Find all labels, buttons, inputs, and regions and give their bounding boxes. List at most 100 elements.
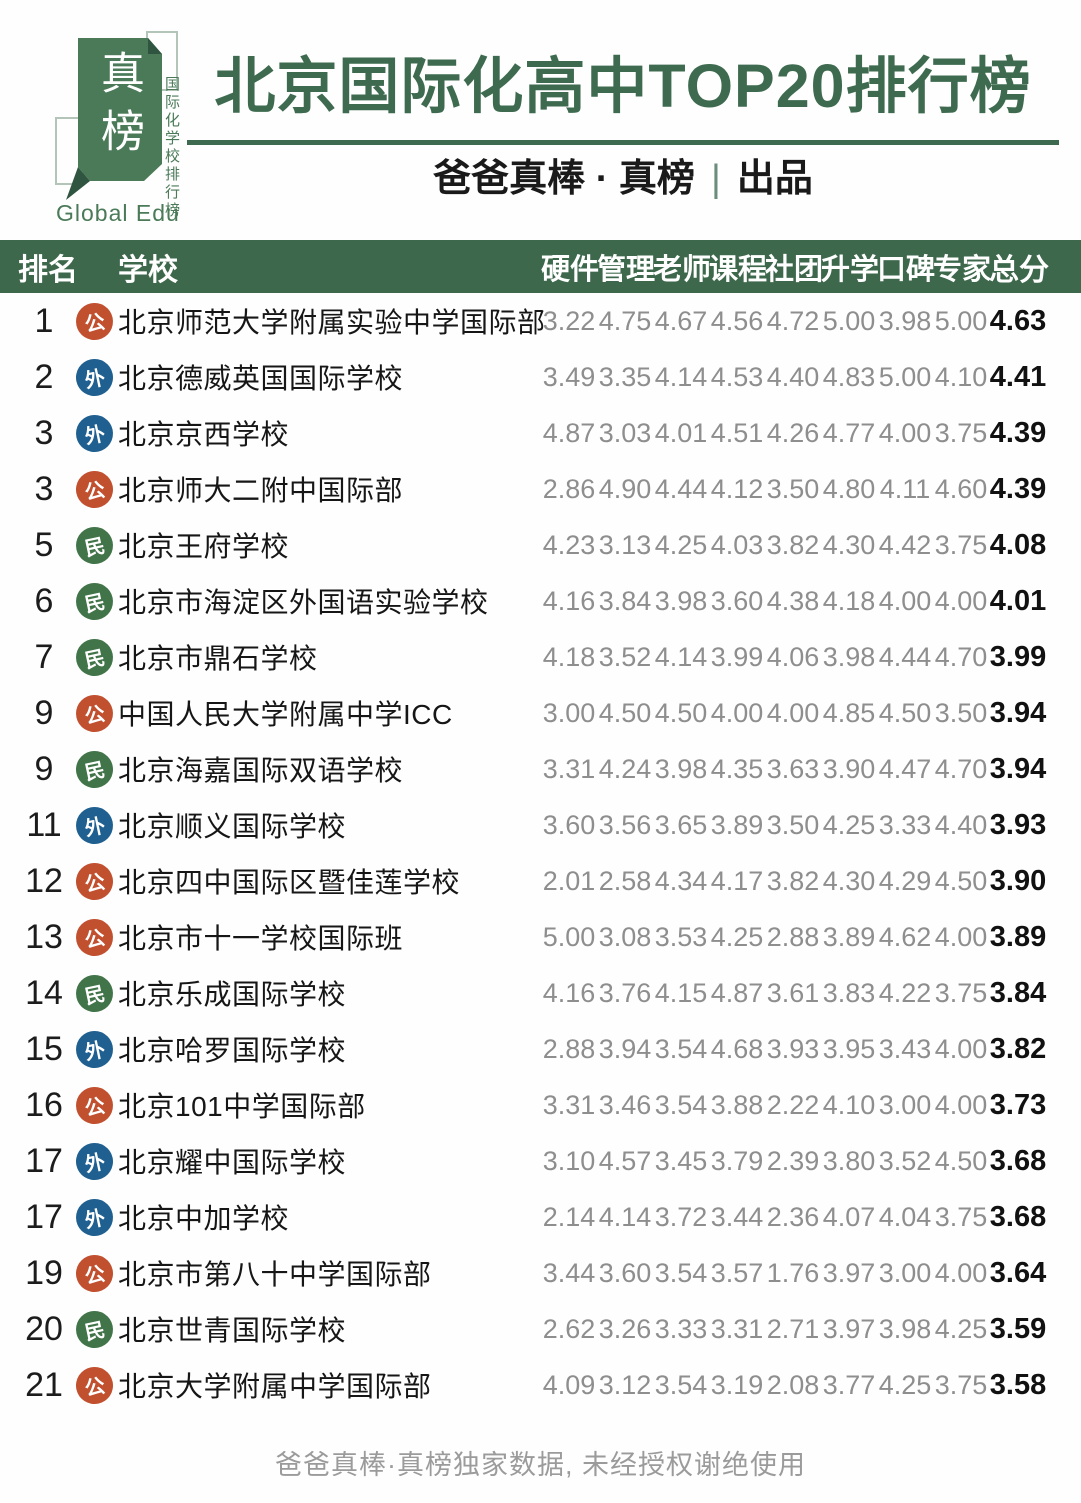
score-cell: 3.82 <box>766 529 820 560</box>
score-cell: 3.65 <box>654 809 708 840</box>
school-type-badge: 外 <box>72 803 116 847</box>
page-title: 北京国际化高中TOP20排行榜 <box>214 52 1032 120</box>
score-cells: 4.23 3.13 4.25 4.03 3.82 4.30 4.42 3.75 <box>541 530 989 561</box>
rank-cell: 14 <box>25 973 63 1012</box>
score-cell: 3.31 <box>542 753 596 784</box>
score-cell: 3.54 <box>654 1257 708 1288</box>
school-type-badge: 外 <box>72 1027 116 1071</box>
total-score-cell: 4.63 <box>989 304 1047 337</box>
score-cell: 4.34 <box>654 865 708 896</box>
score-cells: 5.00 3.08 3.53 4.25 2.88 3.89 4.62 4.00 <box>541 922 989 953</box>
score-cell: 3.43 <box>878 1033 932 1064</box>
score-cell: 2.08 <box>766 1369 820 1400</box>
school-name: 北京耀中国际学校 <box>118 1147 347 1178</box>
score-cells: 2.62 3.26 3.33 3.31 2.71 3.97 3.98 4.25 <box>541 1314 989 1345</box>
table-row: 1 公 北京师范大学附属实验中学国际部 3.22 4.75 4.67 4.56 4.72… <box>0 293 1081 349</box>
score-cell: 2.39 <box>766 1145 820 1176</box>
table-row: 13 公 北京市十一学校国际班 5.00 3.08 3.53 4.25 2.88 3.89… <box>0 909 1081 965</box>
school-name: 中国人民大学附属中学ICC <box>118 699 453 730</box>
score-cell: 3.00 <box>878 1089 932 1120</box>
table-row: 3 公 北京师大二附中国际部 2.86 4.90 4.44 4.12 3.50 4.80 4… <box>0 461 1081 517</box>
badge-cell: 民 <box>70 1307 118 1351</box>
score-cell: 3.49 <box>542 361 596 392</box>
column-header-score: 口碑 <box>877 253 936 286</box>
score-cell: 4.42 <box>878 529 932 560</box>
score-cell: 4.40 <box>934 809 988 840</box>
score-cells: 2.88 3.94 3.54 4.68 3.93 3.95 3.43 4.00 <box>541 1034 989 1065</box>
score-cell: 4.60 <box>934 473 988 504</box>
score-cell: 3.26 <box>598 1313 652 1344</box>
table-row: 14 民 北京乐成国际学校 4.16 3.76 4.15 4.87 3.61 3.83 4.… <box>0 965 1081 1021</box>
score-cell: 2.62 <box>542 1313 596 1344</box>
badge-cell: 民 <box>70 579 118 623</box>
score-cell: 4.29 <box>878 865 932 896</box>
score-cell: 3.31 <box>710 1313 764 1344</box>
school-name: 北京中加学校 <box>118 1203 290 1234</box>
score-cell: 4.90 <box>598 473 652 504</box>
score-cell: 3.80 <box>822 1145 876 1176</box>
score-cell: 4.16 <box>542 585 596 616</box>
table-row: 19 公 北京市第八十中学国际部 3.44 3.60 3.54 3.57 1.76 3.9… <box>0 1245 1081 1301</box>
score-cell: 3.61 <box>766 977 820 1008</box>
score-cell: 3.33 <box>654 1313 708 1344</box>
rank-cell: 6 <box>34 581 54 620</box>
score-cell: 4.50 <box>934 1145 988 1176</box>
score-cell: 3.54 <box>654 1369 708 1400</box>
school-type-badge: 公 <box>72 467 116 511</box>
total-score-cell: 4.39 <box>989 416 1047 449</box>
score-cell: 3.75 <box>934 1369 988 1400</box>
score-cell: 4.12 <box>710 473 764 504</box>
score-cell: 3.75 <box>934 529 988 560</box>
score-cells: 4.18 3.52 4.14 3.99 4.06 3.98 4.44 4.70 <box>541 642 989 673</box>
score-cell: 4.00 <box>934 1257 988 1288</box>
score-cell: 3.97 <box>822 1313 876 1344</box>
school-type-badge: 民 <box>72 579 116 623</box>
score-cell: 4.25 <box>710 921 764 952</box>
score-cell: 4.51 <box>710 417 764 448</box>
badge-cell: 公 <box>70 691 118 735</box>
school-type-badge: 民 <box>72 971 116 1015</box>
title-block: 北京国际化高中TOP20排行榜 爸爸真棒 · 真榜 | 出品 <box>187 40 1059 207</box>
score-cell: 2.22 <box>766 1089 820 1120</box>
school-type-badge: 公 <box>72 859 116 903</box>
score-cell: 5.00 <box>542 921 596 952</box>
score-cells: 3.60 3.56 3.65 3.89 3.50 4.25 3.33 4.40 <box>541 810 989 841</box>
table-row: 21 公 北京大学附属中学国际部 4.09 3.12 3.54 3.19 2.08 3.7… <box>0 1357 1081 1413</box>
score-cell: 4.80 <box>822 473 876 504</box>
score-cell: 4.17 <box>710 865 764 896</box>
score-cell: 4.68 <box>710 1033 764 1064</box>
score-cell: 4.57 <box>598 1145 652 1176</box>
score-column-headers: 硬件 管理 老师 课程 社团 升学 口碑 专家 <box>541 246 991 288</box>
score-cell: 3.75 <box>934 977 988 1008</box>
rank-cell: 19 <box>25 1253 63 1292</box>
score-cell: 3.44 <box>710 1201 764 1232</box>
score-cell: 2.58 <box>598 865 652 896</box>
score-cells: 3.22 4.75 4.67 4.56 4.72 5.00 3.98 5.00 <box>541 306 989 337</box>
badge-cell: 民 <box>70 971 118 1015</box>
column-header-score: 社团 <box>765 253 824 286</box>
rank-cell: 5 <box>34 525 54 564</box>
score-cell: 4.77 <box>822 417 876 448</box>
score-cells: 3.31 4.24 3.98 4.35 3.63 3.90 4.47 4.70 <box>541 754 989 785</box>
score-cell: 3.12 <box>598 1369 652 1400</box>
score-cells: 4.16 3.76 4.15 4.87 3.61 3.83 4.22 3.75 <box>541 978 989 1009</box>
school-name: 北京市十一学校国际班 <box>118 923 404 954</box>
score-cell: 4.50 <box>934 865 988 896</box>
score-cell: 3.95 <box>822 1033 876 1064</box>
score-cell: 4.24 <box>598 753 652 784</box>
score-cell: 4.11 <box>879 473 931 504</box>
score-cell: 3.50 <box>766 809 820 840</box>
score-cells: 2.14 4.14 3.72 3.44 2.36 4.07 4.04 3.75 <box>541 1202 989 1233</box>
school-name: 北京师大二附中国际部 <box>118 475 404 506</box>
score-cell: 4.18 <box>542 641 596 672</box>
score-cell: 3.54 <box>654 1089 708 1120</box>
score-cell: 3.54 <box>654 1033 708 1064</box>
table-row: 6 民 北京市海淀区外国语实验学校 4.16 3.84 3.98 3.60 4.38 4.… <box>0 573 1081 629</box>
school-name: 北京海嘉国际双语学校 <box>118 755 404 786</box>
school-name: 北京德威英国国际学校 <box>118 363 404 394</box>
score-cell: 4.09 <box>542 1369 596 1400</box>
score-cell: 2.88 <box>542 1033 596 1064</box>
total-score-cell: 3.68 <box>989 1144 1047 1177</box>
score-cell: 4.67 <box>654 305 708 336</box>
score-cell: 5.00 <box>934 305 988 336</box>
